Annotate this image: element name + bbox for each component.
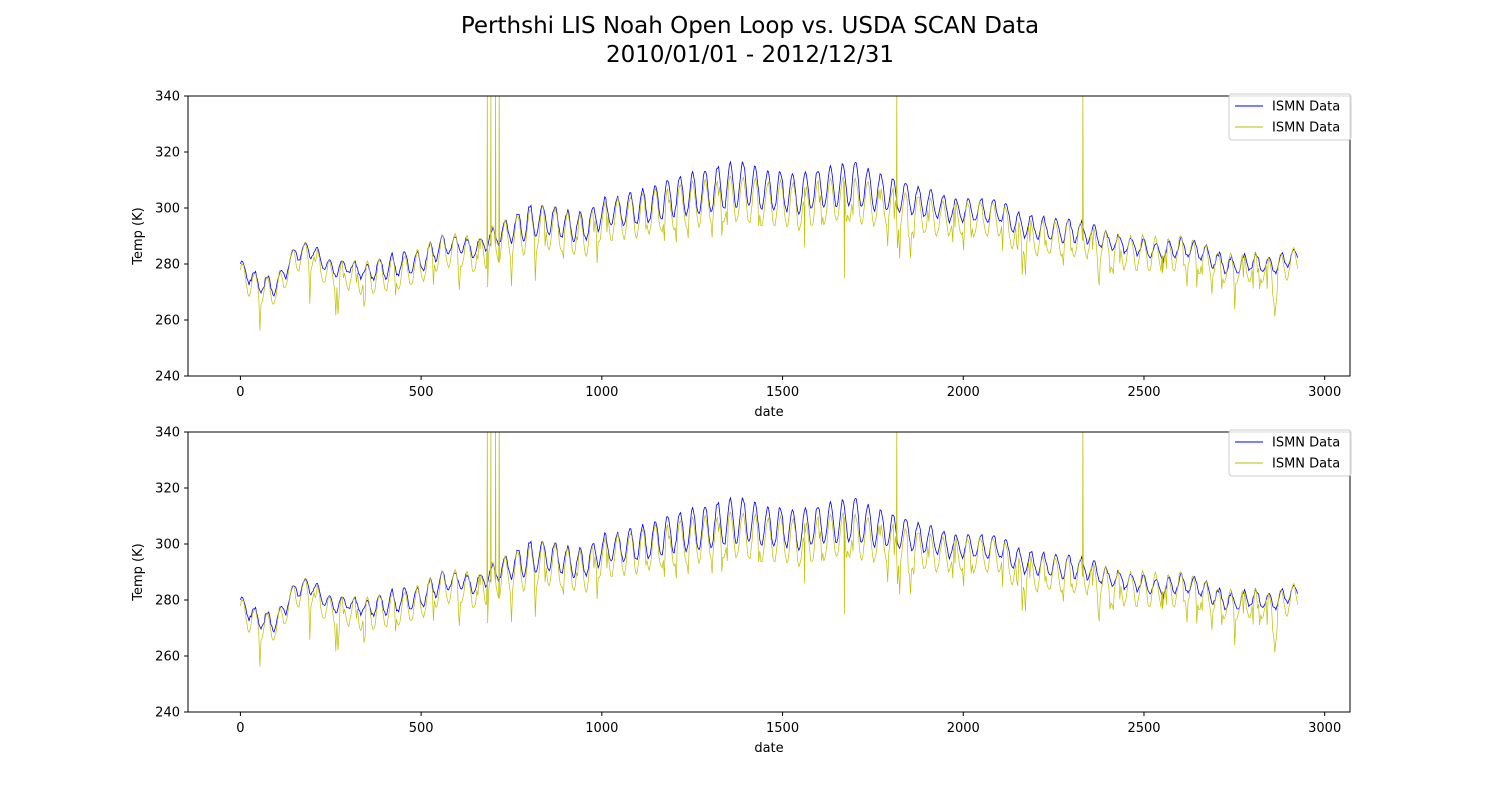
legend: ISMN Data ISMN Data <box>1228 93 1352 141</box>
x-tick-label: 1500 <box>766 385 799 400</box>
x-tick-label: 2000 <box>947 721 980 736</box>
subplot-2: 0 500 1000 1500 2000 2500 3000 240 260 280 300 320 3… <box>131 426 1352 756</box>
series-line-2 <box>240 432 1298 667</box>
series-line-1 <box>240 160 1298 297</box>
y-tick-label: 300 <box>155 538 180 553</box>
plot-frame <box>187 431 1351 713</box>
x-tick-label: 0 <box>236 721 244 736</box>
x-tick-label: 2500 <box>1127 385 1160 400</box>
x-tick-label: 3000 <box>1308 721 1341 736</box>
x-tick-label: 2000 <box>947 385 980 400</box>
y-tick-label: 340 <box>155 90 180 105</box>
y-tick-label: 280 <box>155 594 180 609</box>
y-tick-label: 340 <box>155 426 180 441</box>
legend-label-2: ISMN Data <box>1272 121 1340 136</box>
figure-title-line-1: Perthshi LIS Noah Open Loop vs. USDA SCA… <box>460 13 1040 39</box>
series-line-1 <box>240 496 1298 633</box>
x-axis-label: date <box>754 741 783 756</box>
series-line-2 <box>240 96 1298 331</box>
x-tick-label: 2500 <box>1127 721 1160 736</box>
y-axis-label: Temp (K) <box>131 543 146 601</box>
x-tick-label: 1000 <box>585 385 618 400</box>
x-tick-label: 500 <box>409 721 434 736</box>
x-axis-label: date <box>754 405 783 420</box>
subplot-1: 0 500 1000 1500 2000 2500 3000 240 260 280 300 320 3… <box>131 90 1352 420</box>
y-tick-label: 320 <box>155 482 180 497</box>
legend-label-2: ISMN Data <box>1272 457 1340 472</box>
figure-title-line-2: 2010/01/01 - 2012/12/31 <box>605 42 895 68</box>
y-tick-label: 260 <box>155 650 180 665</box>
x-tick-label: 0 <box>236 385 244 400</box>
y-tick-label: 260 <box>155 314 180 329</box>
y-tick-label: 300 <box>155 202 180 217</box>
x-tick-label: 1000 <box>585 721 618 736</box>
y-axis-label: Temp (K) <box>131 207 146 265</box>
legend-label-1: ISMN Data <box>1272 100 1340 115</box>
x-tick-label: 3000 <box>1308 385 1341 400</box>
legend: ISMN Data ISMN Data <box>1228 429 1352 477</box>
x-tick-label: 1500 <box>766 721 799 736</box>
y-tick-label: 280 <box>155 258 180 273</box>
legend-label-1: ISMN Data <box>1272 436 1340 451</box>
y-tick-label: 320 <box>155 146 180 161</box>
x-tick-label: 500 <box>409 385 434 400</box>
y-tick-label: 240 <box>155 370 180 385</box>
plot-frame <box>187 95 1351 377</box>
y-tick-label: 240 <box>155 706 180 721</box>
